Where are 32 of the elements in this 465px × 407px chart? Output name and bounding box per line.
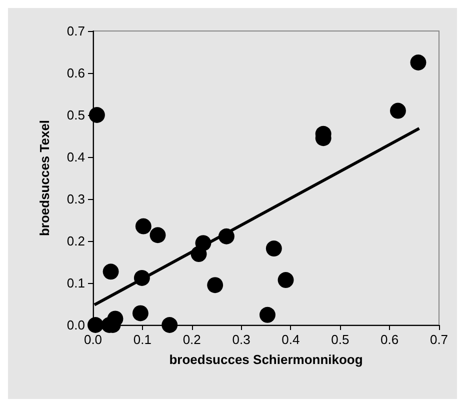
x-tick-label: 0.5 <box>331 332 350 347</box>
point <box>132 305 148 322</box>
y-tick-label: 0.4 <box>66 150 85 164</box>
y-tick-label: 0.1 <box>66 276 85 290</box>
y-tick-label: 0.2 <box>66 234 85 248</box>
point <box>135 218 152 234</box>
x-tick-label: 0.3 <box>232 332 250 347</box>
point <box>207 277 224 294</box>
y-tick-label: 0.6 <box>66 66 85 80</box>
x-tick-label: 0.2 <box>182 332 201 347</box>
y-tick-label: 0.3 <box>66 192 85 206</box>
y-tick-label: 0.0 <box>66 318 85 332</box>
point <box>162 317 178 333</box>
x-tick-label: 0.1 <box>133 332 152 347</box>
point <box>390 102 406 119</box>
point <box>410 54 426 70</box>
y-tick-label: 0.5 <box>66 108 85 122</box>
point <box>87 317 104 333</box>
x-tick-label: 0.0 <box>84 332 102 347</box>
point <box>88 107 105 123</box>
point <box>278 272 294 288</box>
x-tick-label: 0.6 <box>380 332 399 347</box>
x-tick-label: 0.4 <box>282 332 300 347</box>
x-tick-label: 0.7 <box>430 332 448 347</box>
point <box>150 227 166 244</box>
y-tick-label: 0.7 <box>66 24 85 38</box>
point <box>107 310 124 327</box>
x-axis-title: broedsucces Schiermonnikoog <box>169 352 363 367</box>
point <box>266 240 282 257</box>
point <box>260 306 276 323</box>
y-axis-title: broedsucces Texel <box>37 120 52 236</box>
point <box>102 264 119 280</box>
